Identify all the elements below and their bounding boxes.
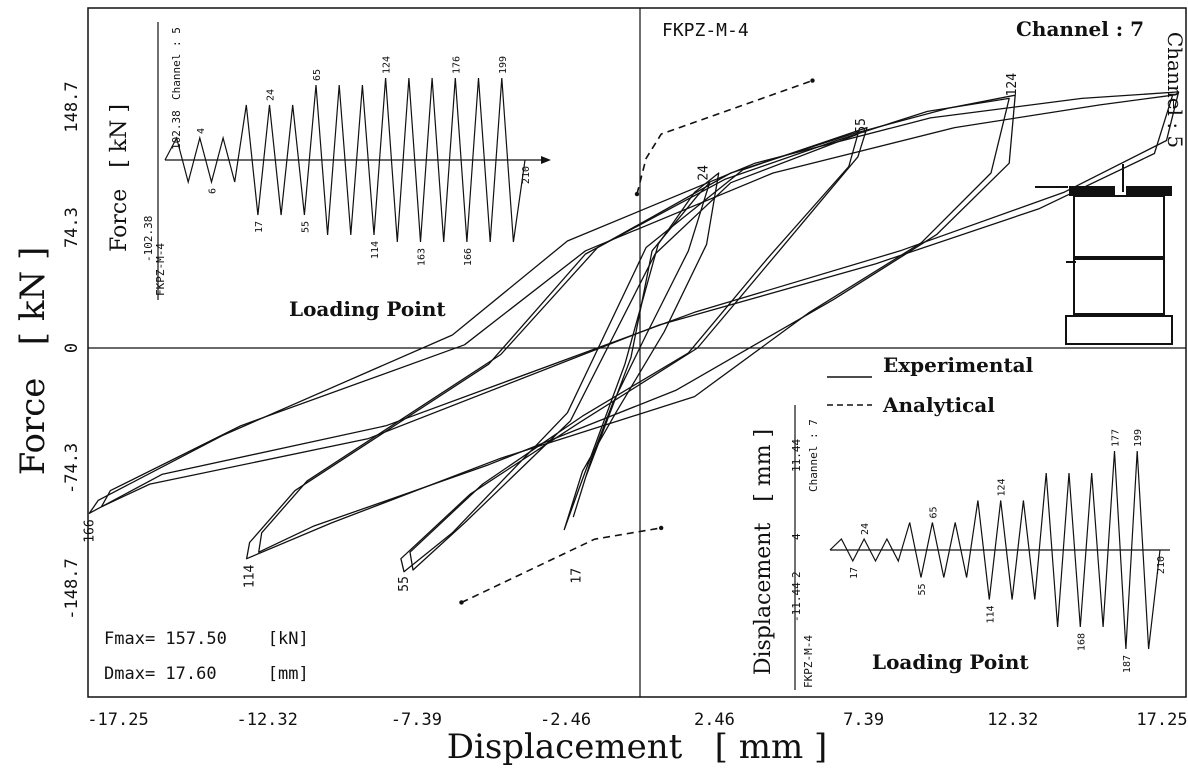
inset-zigzag — [829, 450, 1161, 650]
x-tick-label: 7.39 — [843, 710, 884, 730]
inset-point-label: 168 — [1076, 633, 1087, 651]
inset-point-label: 65 — [312, 69, 323, 81]
inset-point-label: 166 — [463, 248, 474, 266]
point-label: 24 — [697, 165, 712, 181]
inset-force-y-label: Force [ kN ] — [107, 104, 132, 252]
plot-frame — [87, 7, 1187, 698]
analytical-endpoint — [459, 600, 464, 605]
analytical-curve — [636, 79, 813, 195]
inset-disp-y-label: Displacement [ mm ] — [751, 429, 776, 675]
inset-force-ymax: 102.38 — [170, 110, 183, 150]
analytical-endpoint — [634, 191, 640, 197]
y-tick-label: -148.7 — [62, 558, 82, 619]
right-channel-label: Channel : 5 — [1163, 32, 1187, 148]
experimental-loop — [100, 94, 1174, 508]
experimental-loop — [88, 91, 1180, 514]
legend-label-experimental: Experimental — [883, 353, 1034, 377]
dmax-readout: Dmax= 17.60 [mm] — [104, 664, 309, 684]
channel-label: Channel : 7 — [1016, 17, 1144, 41]
inset-point-label: 17 — [849, 567, 860, 579]
inset-point-label: 210 — [521, 166, 532, 184]
inset-point-label: 210 — [1156, 556, 1167, 574]
inset-arrowhead — [541, 156, 551, 164]
inset-point-label: 163 — [416, 248, 427, 266]
point-label: 55 — [397, 576, 412, 592]
experimental-loop — [563, 172, 720, 531]
chart-title: FKPZ-M-4 — [662, 20, 749, 41]
legend: Experimental Analytical — [827, 353, 1034, 417]
inset-force-ymin: -102.38 — [142, 216, 155, 262]
inset-point-label: 124 — [997, 478, 1008, 496]
inset-point-label: 24 — [860, 523, 871, 535]
experimental-loop — [572, 182, 711, 518]
inset-point-label: 55 — [300, 221, 311, 233]
inset-point-label: 124 — [382, 56, 393, 74]
x-tick-label: -12.32 — [236, 710, 297, 730]
x-tick-label: -2.46 — [540, 710, 591, 730]
x-tick-label: 2.46 — [694, 710, 735, 730]
inset-point-label: 65 — [928, 506, 939, 518]
experimental-loop — [258, 94, 1016, 553]
x-axis-label: Displacement [ mm ] — [447, 727, 828, 767]
y-tick-label: 74.3 — [62, 207, 82, 248]
inset-point-label: 4 — [196, 128, 207, 134]
y-tick-label: 148.7 — [62, 81, 82, 132]
point-label: 17 — [569, 568, 584, 584]
inset-point-label: 187 — [1122, 655, 1133, 673]
inset-point-label: 114 — [985, 606, 996, 624]
y-tick-label: 0 — [62, 343, 82, 353]
inset-point-label: 199 — [498, 56, 509, 74]
y-tick-label: -74.3 — [62, 443, 82, 494]
inset-disp-channel: Channel : 7 — [807, 419, 820, 492]
inset-point-label: 114 — [370, 241, 381, 259]
experimental-loop — [409, 133, 859, 571]
x-tick-label: 17.25 — [1136, 710, 1187, 730]
inset-disp-ymin: -11.44 — [790, 582, 803, 622]
analytical-endpoint — [658, 525, 664, 531]
inset-force-channel: Channel : 5 — [170, 27, 183, 100]
inset-zigzag — [164, 77, 526, 243]
inset-disp-ysmallneg: 2 — [790, 571, 803, 578]
inset-point-label: 17 — [254, 221, 265, 233]
legend-label-analytical: Analytical — [882, 393, 995, 417]
point-label: 55 — [854, 118, 869, 134]
inset-displacement-history: Displacement [ mm ] Channel : 7 11.44 4 … — [751, 405, 1170, 690]
inset-point-label: 176 — [451, 56, 462, 74]
inset-point-label: 6 — [207, 188, 218, 194]
experimental-loop — [245, 97, 1010, 560]
inset-disp-ymax: 11.44 — [790, 439, 803, 472]
inset-disp-ysmallpos: 4 — [790, 533, 803, 540]
inset-force-specimen: FKPZ-M-4 — [154, 243, 167, 296]
analytical-endpoint — [810, 78, 815, 83]
inset-force-history: Force [ kN ] Channel : 5 102.38 -102.38 … — [107, 22, 551, 321]
point-label: 124 — [1005, 73, 1020, 97]
specimen-schematic — [1035, 164, 1173, 345]
point-label: 114 — [243, 565, 258, 589]
inset-point-label: 55 — [917, 584, 928, 596]
x-tick-label: 12.32 — [987, 710, 1038, 730]
point-label: 166 — [82, 519, 97, 542]
inset-disp-specimen: FKPZ-M-4 — [802, 635, 815, 688]
fmax-readout: Fmax= 157.50 [kN] — [104, 629, 309, 649]
x-tick-label: -17.25 — [87, 710, 148, 730]
inset-point-label: 24 — [266, 89, 277, 101]
x-tick-labels: -17.25 -12.32 -7.39 -2.46 2.46 7.39 12.32 17.25 — [87, 710, 1187, 730]
y-axis-label: Force [ kN ] — [13, 247, 53, 476]
inset-point-label: 199 — [1133, 429, 1144, 447]
x-tick-label: -7.39 — [391, 710, 442, 730]
y-tick-labels: 148.7 74.3 0 -74.3 -148.7 — [62, 81, 82, 619]
inset-force-x-label: Loading Point — [289, 297, 446, 321]
analytical-curve — [461, 527, 662, 604]
inset-disp-x-label: Loading Point — [872, 650, 1029, 674]
inset-point-label: 177 — [1110, 429, 1121, 447]
